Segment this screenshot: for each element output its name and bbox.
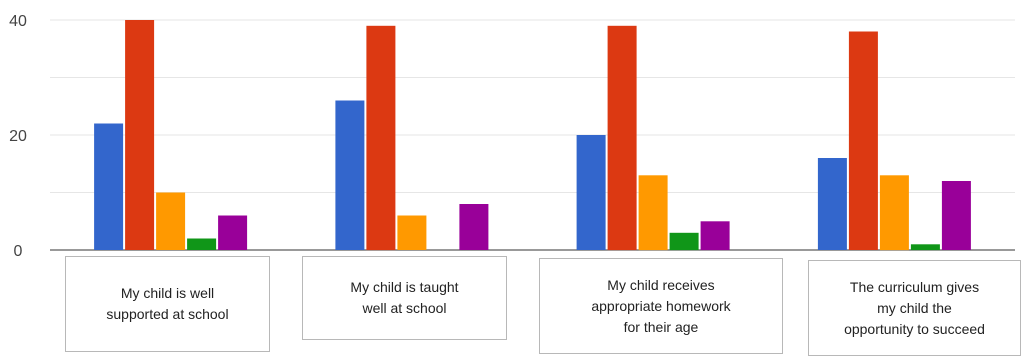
bar xyxy=(700,221,730,251)
bar xyxy=(218,215,248,250)
category-label: My child is taught well at school xyxy=(350,277,458,319)
category-label-line: for their age xyxy=(623,318,699,335)
category-label-line: My child is taught xyxy=(350,279,459,295)
category-label-box: The curriculum gives my child the opportun… xyxy=(808,260,1021,356)
bar xyxy=(848,31,878,250)
bar xyxy=(335,100,365,250)
category-label-line: well at school xyxy=(362,300,447,316)
category-label: My child receives appropriate homework for… xyxy=(591,275,730,338)
bar xyxy=(576,135,606,250)
category-label-box: My child is taught well at school xyxy=(302,256,507,340)
category-label-box: My child receives appropriate homework for… xyxy=(539,258,783,354)
y-axis: 0 20 40 xyxy=(9,13,27,260)
category-label: My child is well supported at school xyxy=(106,283,228,325)
bar xyxy=(366,25,396,251)
bar xyxy=(156,192,186,250)
category-label-line: My child receives xyxy=(607,276,715,293)
bar xyxy=(817,158,847,250)
category-label-line: appropriate homework xyxy=(591,297,731,314)
y-tick-label: 20 xyxy=(9,128,27,145)
y-tick-label: 40 xyxy=(9,13,27,30)
category-label-line: The curriculum gives xyxy=(849,278,980,295)
bar xyxy=(94,123,124,250)
bar xyxy=(879,175,909,251)
bar xyxy=(397,215,427,250)
bar xyxy=(125,20,155,250)
bar xyxy=(669,232,699,251)
bar xyxy=(187,238,217,250)
bars xyxy=(94,20,971,251)
category-label-line: supported at school xyxy=(106,306,229,322)
bar xyxy=(459,204,489,250)
y-tick-label: 0 xyxy=(14,243,23,260)
bar xyxy=(607,25,637,251)
category-label-line: my child the xyxy=(877,299,952,316)
bar xyxy=(638,175,668,251)
category-label-box: My child is well supported at school xyxy=(65,256,270,352)
category-label-line: opportunity to succeed xyxy=(844,320,985,337)
category-label: The curriculum gives my child the opportun… xyxy=(844,277,985,340)
category-label-line: My child is well xyxy=(120,285,215,301)
bar xyxy=(941,181,971,250)
bar xyxy=(910,244,940,251)
